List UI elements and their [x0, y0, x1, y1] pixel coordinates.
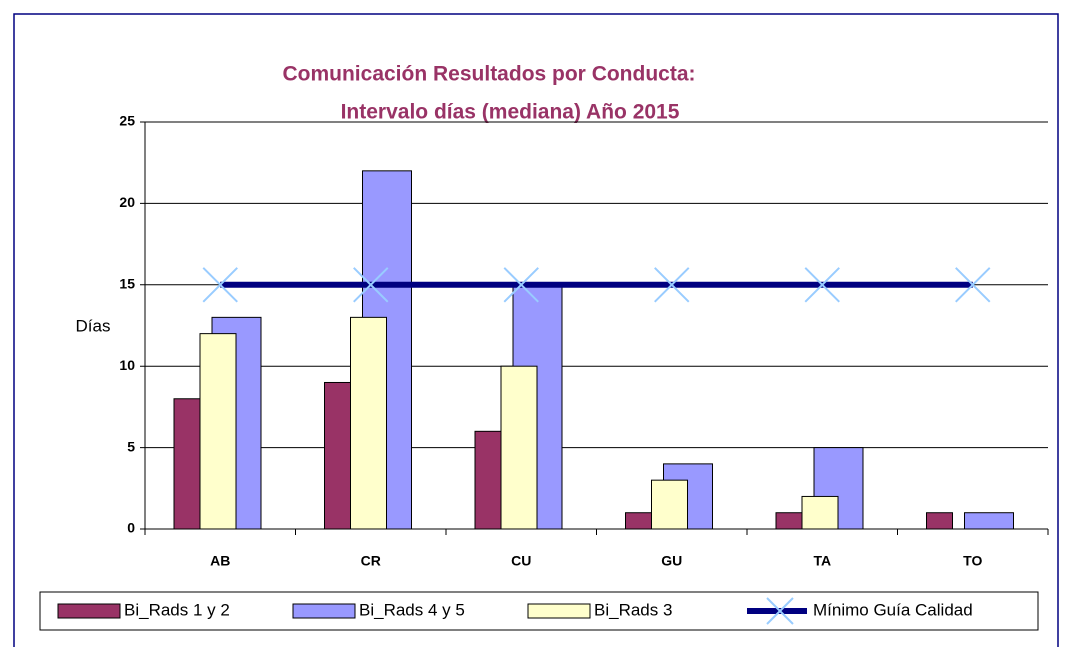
bar: [199, 333, 237, 530]
y-axis-label: Días: [76, 316, 111, 335]
bar: [926, 512, 953, 530]
bar: [775, 512, 803, 530]
legend-label: Bi_Rads 4 y 5: [359, 600, 465, 619]
y-tick-label: 20: [119, 194, 135, 210]
bar: [350, 316, 387, 530]
bar: [173, 398, 201, 530]
legend-label: Bi_Rads 1 y 2: [124, 600, 230, 619]
x-tick-label: TA: [813, 553, 831, 569]
bar: [500, 365, 538, 530]
y-tick-label: 25: [119, 113, 135, 129]
x-tick-label: CU: [511, 553, 531, 569]
y-tick-label: 0: [127, 520, 135, 536]
line-marker: [804, 267, 840, 303]
x-tick-label: CR: [361, 553, 381, 569]
legend-swatch: [57, 603, 121, 619]
legend-label: Mínimo Guía Calidad: [813, 600, 973, 619]
bar: [651, 479, 688, 530]
line-marker: [654, 267, 690, 303]
bar: [324, 381, 351, 530]
bar: [625, 512, 652, 530]
legend-marker: [766, 597, 794, 625]
bar: [801, 495, 839, 530]
bar: [474, 430, 502, 530]
legend-swatch: [527, 603, 591, 619]
x-tick-label: TO: [963, 553, 982, 569]
legend-swatch: [292, 603, 356, 619]
y-tick-label: 5: [127, 438, 135, 454]
line-marker: [503, 267, 539, 303]
bar: [964, 512, 1014, 530]
legend-label: Bi_Rads 3: [594, 600, 672, 619]
line-marker: [202, 267, 238, 303]
chart-title: Comunicación Resultados por Conducta:: [282, 63, 695, 86]
chart-subtitle: Intervalo días (mediana) Año 2015: [341, 101, 680, 124]
x-tick-label: AB: [210, 553, 230, 569]
line-marker: [353, 267, 389, 303]
x-tick-label: GU: [661, 553, 682, 569]
y-tick-label: 15: [119, 276, 135, 292]
y-tick-label: 10: [119, 357, 135, 373]
line-marker: [955, 267, 991, 303]
